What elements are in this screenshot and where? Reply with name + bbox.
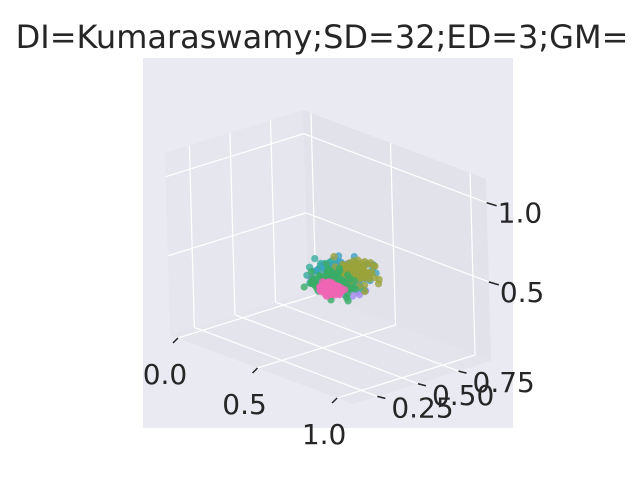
data-point [362,271,370,279]
grid-line [389,142,397,326]
grid-line [303,133,487,204]
data-point [349,262,357,271]
data-point [326,265,334,274]
scatter-points [300,252,383,305]
tick-label: 1.0 [498,197,543,230]
data-point [361,281,369,289]
data-point [307,279,315,287]
data-point [349,283,357,291]
tick-label: 0.5 [500,276,545,309]
data-point [334,269,342,277]
axis-ticks: 0.0 0.5 1.0 0.250.500.75 0.5 1.0 [143,197,545,451]
data-point [361,258,369,266]
data-point [371,262,379,270]
grid-line [234,314,419,385]
data-point [326,278,334,286]
tick-label: 0.5 [222,388,267,421]
data-point [334,288,342,296]
grid-line [257,324,396,369]
tick-label: 0.75 [473,366,535,399]
data-point [307,268,315,276]
grid-line [275,301,459,372]
grid-line [305,212,490,283]
data-point [311,255,319,263]
data-point [330,252,338,261]
tick-mark [488,281,500,286]
grid-line [336,354,476,399]
tick-label: 0.50 [432,379,494,412]
data-point [332,283,340,291]
grid-line [469,172,476,356]
tick-mark [486,202,497,207]
data-point [361,288,369,296]
data-point [317,285,325,293]
tick-mark [377,395,386,400]
grid-line [269,120,277,303]
tick-mark [172,337,179,344]
tick-label: 0.25 [391,391,453,424]
grid-line [188,145,195,328]
grid-line [167,212,307,257]
axis-grid [165,112,490,399]
grid-line [165,133,304,178]
data-point [370,274,378,282]
grid-line [310,112,317,296]
tick-mark [331,397,338,404]
tick-mark [251,367,259,374]
data-point [327,290,335,299]
data-point [346,274,354,282]
chart-title: DI=Kumaraswamy;SD=32;ED=3;GM= [16,18,629,56]
grid-line [229,132,236,315]
tick-mark [458,370,467,374]
grid-line [177,294,317,339]
data-point [322,260,330,268]
tick-mark [417,383,427,387]
grid-line [194,326,378,397]
tick-label: 1.0 [302,418,347,451]
data-point [300,283,308,291]
data-point [343,294,351,302]
tick-label: 0.0 [143,358,188,391]
